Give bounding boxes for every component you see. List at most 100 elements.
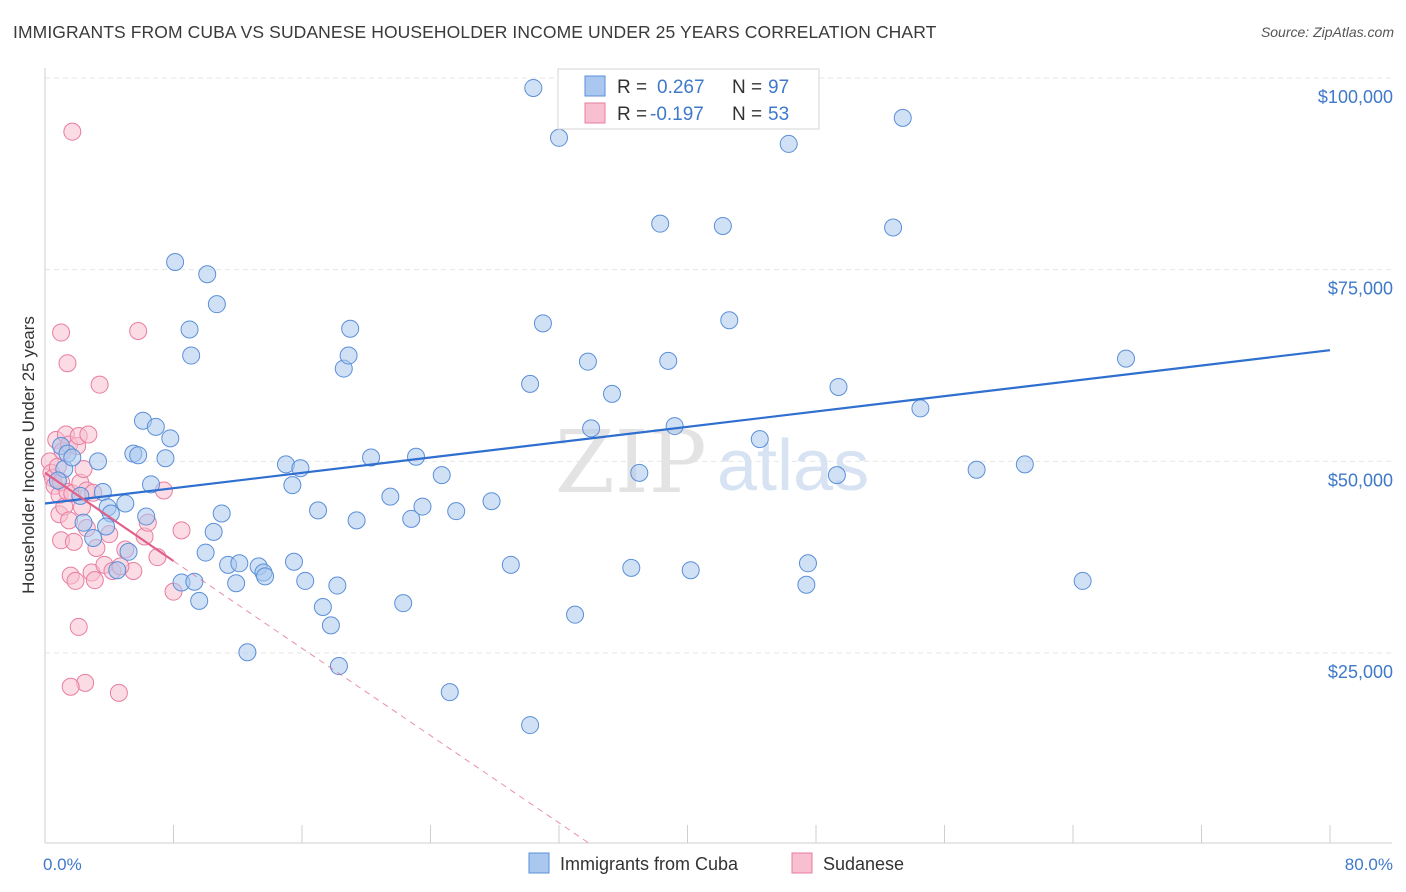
cuba-point [665,417,684,436]
cuba-point [911,399,930,418]
legend-swatch-sudanese [584,102,606,124]
x-tick-label-min: 0.0% [43,855,82,874]
cuba-point [238,643,257,662]
cuba-point [893,108,912,127]
cuba-point [84,529,103,547]
legend-r-value-sudanese: -0.197 [650,104,704,125]
y-tick-labels: $25,000 $50,000 $75,000 $100,000 [1318,87,1393,682]
legend-r-label-cuba: R = [617,77,647,98]
cuba-point [524,78,543,97]
cuba-point [74,513,93,532]
cuba-point [185,572,204,591]
sudanese-point [90,375,109,394]
legend-n-value-sudanese: 53 [768,104,789,125]
cuba-point [156,449,175,468]
cuba-point [482,492,501,511]
cuba-point [347,511,366,530]
cuba-point [829,377,848,396]
legend-n-label-sudanese: N = [732,104,762,125]
cuba-point [413,497,432,516]
sudanese-point [63,122,82,141]
cuba-point [582,419,601,438]
cuba-point [256,567,275,586]
legend-r-label-sudanese: R = [617,104,647,125]
cuba-point [89,452,108,471]
cuba-point [659,351,678,370]
cuba-point [603,384,622,403]
sudanese-point [172,521,191,540]
sudanese-point [85,571,104,590]
cuba-point [394,594,413,613]
cuba-point [227,574,246,593]
y-tick-label: $100,000 [1318,87,1393,107]
series-cuba [48,78,1136,735]
sudanese-point [61,677,80,696]
legend-swatch-cuba [584,75,606,97]
sudanese-point [129,322,148,340]
cuba-point [284,552,303,571]
correlation-legend: R = 0.267 N = 97 R = -0.197 N = 53 [557,68,820,130]
cuba-point [432,466,451,485]
cuba-point [166,253,185,271]
sudanese-point [58,354,77,373]
cuba-point [180,320,199,339]
chart-title: IMMIGRANTS FROM CUBA VS SUDANESE HOUSEHO… [13,22,937,42]
x-tick-labels: 0.0% 80.0% [43,855,1393,874]
cuba-point [533,314,552,333]
cuba-point [309,501,328,520]
cuba-point [321,616,340,635]
cuba-point [827,466,846,485]
cuba-point [339,346,358,365]
cuba-point [63,448,82,467]
watermark-atlas: atlas [717,426,869,506]
bottom-legend-swatch-cuba [528,852,550,874]
cuba-point [146,417,165,436]
cuba-point [521,716,540,735]
y-tick-label: $50,000 [1328,470,1393,490]
cuba-point [328,576,347,595]
sudanese-trend-extension [173,560,592,846]
cuba-point [182,346,201,365]
cuba-point [190,591,209,610]
bottom-legend-label-sudanese: Sudanese [823,854,904,874]
cuba-point [578,352,597,371]
cuba-point [313,598,332,616]
cuba-trend-line [44,349,1331,505]
cuba-point [402,509,421,528]
source-label: Source: ZipAtlas.com [1260,24,1394,40]
cuba-point [230,554,249,573]
cuba-point [1015,455,1034,474]
cuba-point [1073,571,1092,590]
cuba-point [142,475,161,494]
cuba-point [204,522,223,541]
legend-n-value-cuba: 97 [768,77,789,98]
cuba-point [651,214,670,233]
cuba-point [798,554,817,573]
legend-r-value-cuba: 0.267 [657,77,705,98]
legend-n-label-cuba: N = [732,77,762,98]
cuba-point [283,476,302,495]
cuba-point [797,575,816,594]
trend-lines [44,349,1331,846]
cuba-point [196,543,215,562]
cuba-point [137,507,156,526]
sudanese-point [79,425,98,444]
series-legend: Immigrants from Cuba Sudanese [528,852,904,874]
sudanese-trend-line [44,471,175,562]
cuba-point [750,430,769,449]
cuba-point [381,487,400,506]
cuba-point [116,494,135,513]
cuba-point [779,134,798,153]
sudanese-point [64,532,83,551]
cuba-point [108,561,127,580]
x-tick-label-max: 80.0% [1345,855,1393,874]
sudanese-point [66,571,85,590]
cuba-point [97,517,116,536]
cuba-point [212,504,231,523]
y-tick-label: $75,000 [1328,279,1393,299]
y-tick-label: $25,000 [1328,662,1393,682]
cuba-point [296,571,315,590]
sudanese-point [52,323,71,342]
cuba-point [521,374,540,393]
